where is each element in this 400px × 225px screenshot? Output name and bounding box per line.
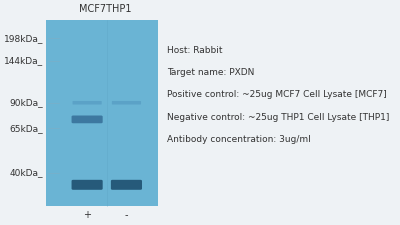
Text: -: -: [125, 210, 128, 220]
FancyBboxPatch shape: [72, 180, 103, 190]
FancyBboxPatch shape: [46, 20, 158, 206]
Text: Positive control: ~25ug MCF7 Cell Lysate [MCF7]: Positive control: ~25ug MCF7 Cell Lysate…: [168, 90, 387, 99]
Text: MCF7THP1: MCF7THP1: [79, 4, 131, 14]
FancyBboxPatch shape: [72, 101, 102, 105]
Text: 144kDa_: 144kDa_: [4, 56, 43, 65]
Text: 65kDa_: 65kDa_: [9, 124, 43, 133]
FancyBboxPatch shape: [112, 101, 141, 105]
Text: +: +: [83, 210, 91, 220]
Text: 40kDa_: 40kDa_: [9, 168, 43, 177]
Text: 90kDa_: 90kDa_: [9, 98, 43, 107]
FancyBboxPatch shape: [111, 180, 142, 190]
FancyBboxPatch shape: [72, 115, 103, 123]
Text: 198kDa_: 198kDa_: [4, 34, 43, 43]
Text: Host: Rabbit: Host: Rabbit: [168, 46, 223, 55]
Text: Negative control: ~25ug THP1 Cell Lysate [THP1]: Negative control: ~25ug THP1 Cell Lysate…: [168, 113, 390, 122]
Text: Target name: PXDN: Target name: PXDN: [168, 68, 255, 77]
Text: Antibody concentration: 3ug/ml: Antibody concentration: 3ug/ml: [168, 135, 311, 144]
